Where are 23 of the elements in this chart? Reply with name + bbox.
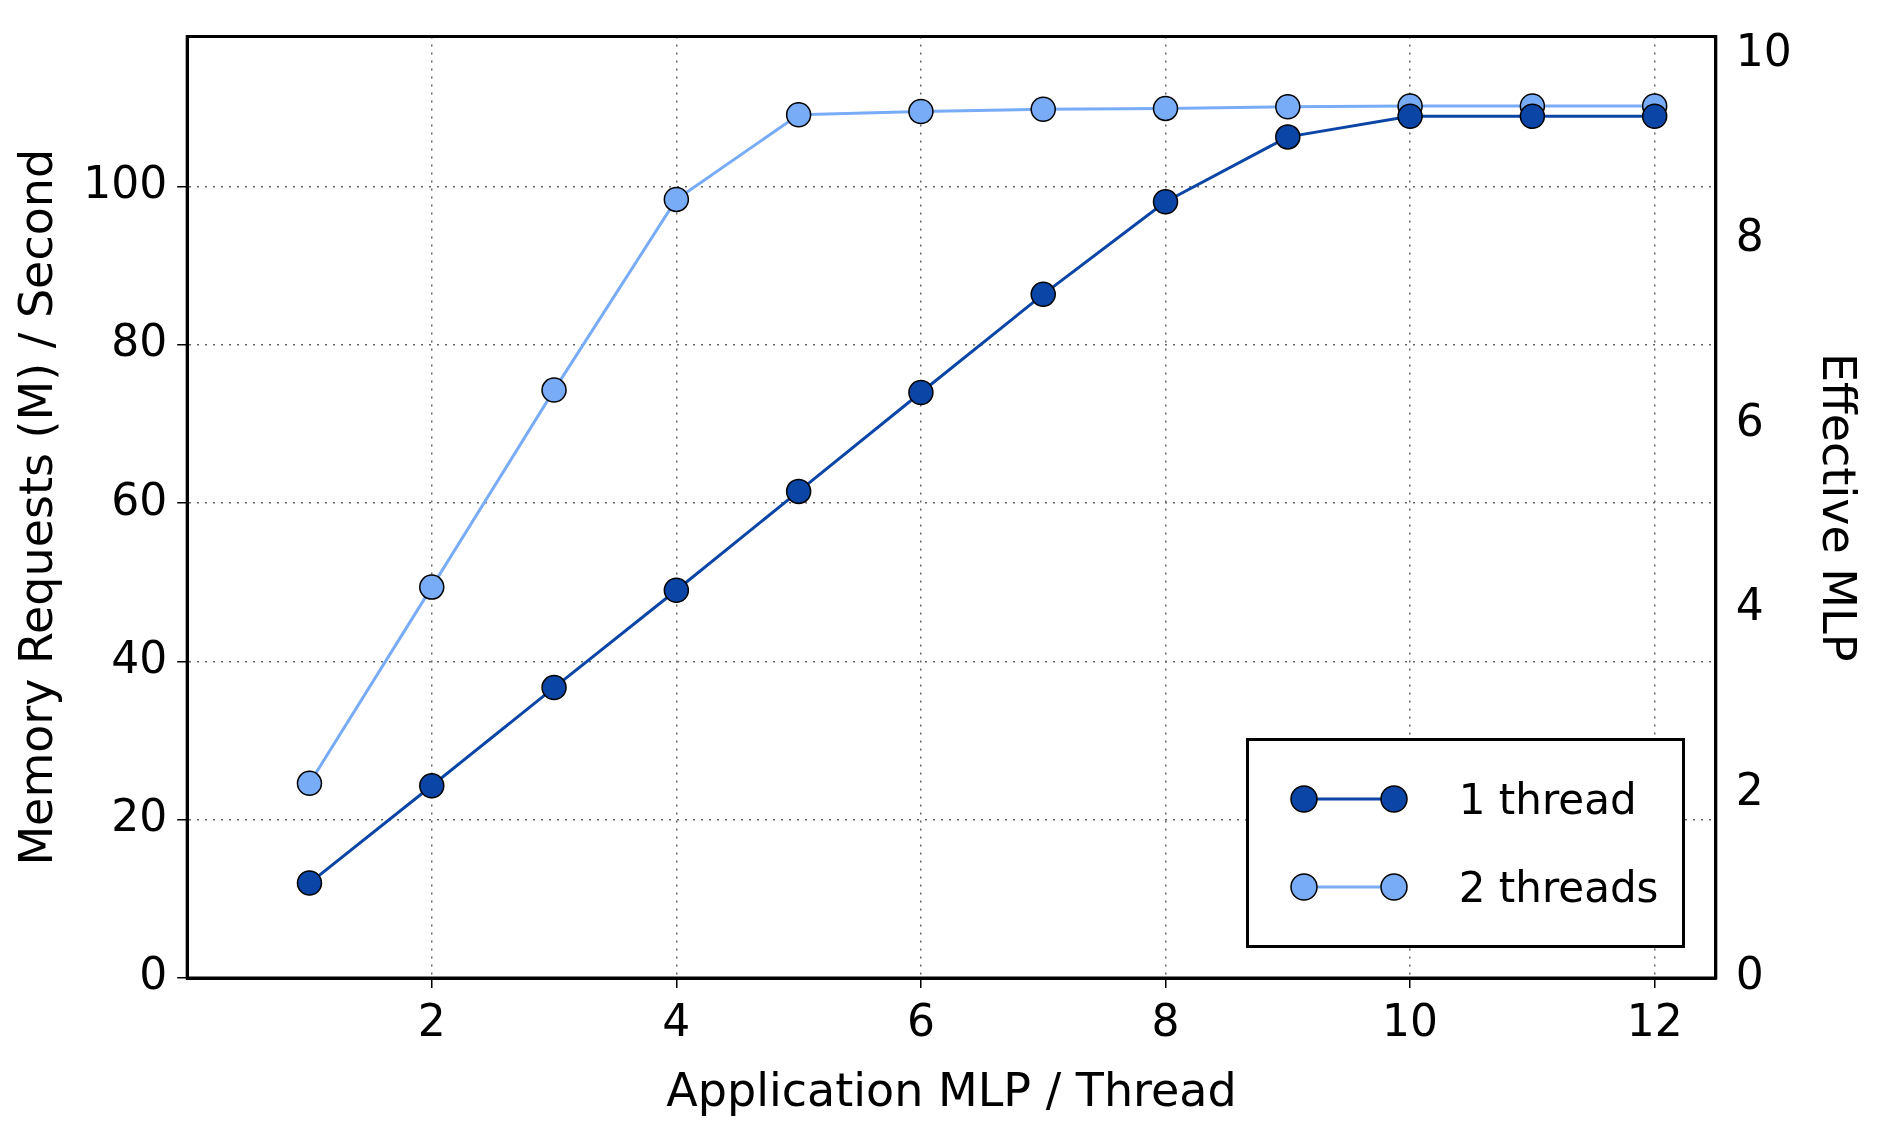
y-tick-label: 60 <box>111 473 168 525</box>
x-tick-label: 8 <box>1151 994 1180 1046</box>
legend-label: 2 threads <box>1458 862 1659 912</box>
y-tick-label: 100 <box>83 157 168 209</box>
legend-label: 1 thread <box>1458 774 1637 824</box>
x-tick-label: 12 <box>1626 994 1683 1046</box>
y2-tick-label: 4 <box>1735 579 1764 631</box>
y2-axis-title: Effective MLP <box>1812 353 1867 662</box>
y2-tick-label: 2 <box>1735 763 1764 815</box>
x-tick-label: 4 <box>662 994 691 1046</box>
x-tick-label: 2 <box>417 994 446 1046</box>
y2-tick-label: 0 <box>1735 948 1764 1000</box>
y2-tick-label: 10 <box>1735 25 1792 77</box>
x-tick-label: 10 <box>1382 994 1439 1046</box>
x-axis-title: Application MLP / Thread <box>666 1063 1237 1118</box>
y-tick-label: 0 <box>139 948 168 1000</box>
x-tick-label: 6 <box>906 994 935 1046</box>
y2-tick-label: 6 <box>1735 394 1764 446</box>
y-tick-label: 20 <box>111 790 168 842</box>
y2-tick-label: 8 <box>1735 209 1764 261</box>
y-axis-title: Memory Requests (M) / Second <box>8 148 63 866</box>
y-tick-label: 80 <box>111 315 168 367</box>
y-tick-label: 40 <box>111 631 168 683</box>
